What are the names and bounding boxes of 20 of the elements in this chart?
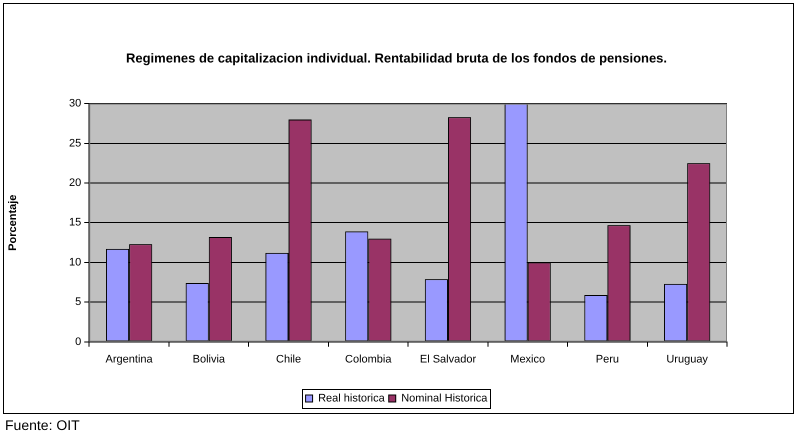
x-tick-label: El Salvador [420,353,476,366]
x-tick-label: Bolivia [192,353,226,366]
source-note: Fuente: OIT [5,417,80,433]
y-tick-label: 15 [68,216,82,229]
y-tick-label: 0 [75,336,82,348]
y-tick-label: 10 [68,256,82,268]
legend-label: Real historica [318,392,386,405]
x-tick-label: Argentina [106,353,154,366]
x-tick-label: Chile [276,353,302,366]
x-tick-label: Peru [596,353,620,366]
x-tick-label: Uruguay [666,353,708,366]
legend-label: Nominal Historica [401,392,488,405]
chart-title: Regimenes de capitalizacion individual. Rentabilidad bruta de los fondos de pensiones. [126,50,668,66]
y-tick-label: 5 [75,296,82,308]
x-tick-label: Mexico [510,353,546,366]
y-axis-title: Porcentaje [7,194,20,251]
y-tick-label: 20 [68,177,82,190]
y-tick-label: 25 [68,137,82,150]
x-tick-label: Colombia [345,353,392,366]
y-tick-label: 30 [68,98,82,110]
